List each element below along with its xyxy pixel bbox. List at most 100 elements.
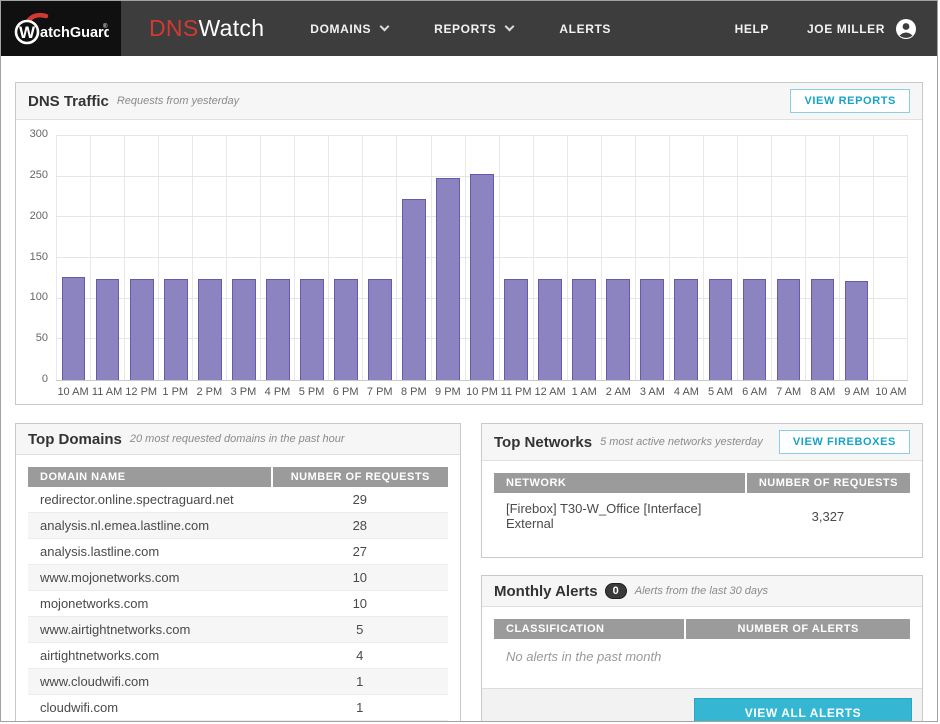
chart-bar[interactable] bbox=[96, 279, 120, 380]
chart-bar[interactable] bbox=[402, 199, 426, 380]
nav-item-domains[interactable]: DOMAINS bbox=[310, 22, 388, 36]
nav-item-alerts[interactable]: ALERTS bbox=[559, 22, 611, 36]
chart-bar[interactable] bbox=[164, 279, 188, 380]
y-axis-tick-label: 150 bbox=[30, 251, 48, 263]
watchguard-logo-icon: W atchGuard ® bbox=[13, 11, 109, 47]
y-axis-tick-label: 250 bbox=[30, 169, 48, 181]
top-domains-subtitle: 20 most requested domains in the past ho… bbox=[130, 433, 345, 445]
user-menu[interactable]: JOE MILLER bbox=[807, 18, 917, 40]
chart-slot bbox=[805, 136, 839, 380]
x-axis-tick-label: 6 PM bbox=[329, 386, 363, 398]
chart-slot bbox=[192, 136, 226, 380]
chart-bar[interactable] bbox=[777, 279, 801, 380]
help-link[interactable]: HELP bbox=[735, 22, 769, 36]
top-domains-panel: Top Domains 20 most requested domains in… bbox=[15, 423, 461, 722]
cell-label: www.airtightnetworks.com bbox=[28, 617, 272, 643]
chart-bar[interactable] bbox=[436, 178, 460, 380]
chart-bar[interactable] bbox=[504, 279, 528, 380]
chart-bar[interactable] bbox=[845, 281, 869, 380]
cell-value: 4 bbox=[272, 643, 448, 669]
x-axis-tick-label: 7 AM bbox=[772, 386, 806, 398]
column-header-number-of-alerts: NUMBER OF ALERTS bbox=[685, 619, 910, 639]
top-networks-table: NETWORK NUMBER OF REQUESTS [Firebox] T30… bbox=[494, 473, 910, 545]
nav-item-reports[interactable]: REPORTS bbox=[434, 22, 513, 36]
chart-slot bbox=[260, 136, 294, 380]
x-axis-tick-label: 1 AM bbox=[567, 386, 601, 398]
table-row: www.mojonetworks.com10 bbox=[28, 565, 448, 591]
cell-value: 10 bbox=[272, 591, 448, 617]
x-axis-tick-label: 12 AM bbox=[533, 386, 567, 398]
column-header-number-of-requests: NUMBER OF REQUESTS bbox=[272, 467, 448, 487]
chart-bar[interactable] bbox=[198, 279, 222, 380]
nav-menu: DOMAINS REPORTS ALERTS bbox=[310, 22, 611, 36]
table-row: redirector.online.spectraguard.net29 bbox=[28, 487, 448, 513]
chart-bar[interactable] bbox=[266, 279, 290, 380]
cell-label: mojonetworks.com bbox=[28, 591, 272, 617]
chart-slot bbox=[158, 136, 192, 380]
chart-bar[interactable] bbox=[743, 279, 767, 380]
view-all-alerts-button[interactable]: VIEW ALL ALERTS bbox=[694, 698, 912, 722]
x-axis-tick-label: 5 AM bbox=[703, 386, 737, 398]
chart-bar[interactable] bbox=[674, 279, 698, 380]
cell-value: 29 bbox=[272, 487, 448, 513]
cell-label: analysis.lastline.com bbox=[28, 539, 272, 565]
chart-bar[interactable] bbox=[470, 174, 494, 380]
chart-slot bbox=[396, 136, 430, 380]
chart-bar[interactable] bbox=[640, 279, 664, 380]
view-fireboxes-button[interactable]: VIEW FIREBOXES bbox=[779, 430, 910, 454]
chart-bar[interactable] bbox=[62, 277, 86, 380]
column-header-domain-name: DOMAIN NAME bbox=[28, 467, 272, 487]
chart-bar[interactable] bbox=[606, 279, 630, 380]
chart-slot bbox=[56, 136, 90, 380]
top-networks-panel: Top Networks 5 most active networks yest… bbox=[481, 423, 923, 558]
table-row: www.cloudwifi.com1 bbox=[28, 669, 448, 695]
cell-value: 27 bbox=[272, 539, 448, 565]
cell-label: www.cloudwifi.com bbox=[28, 669, 272, 695]
dns-traffic-title: DNS Traffic bbox=[28, 93, 109, 110]
nav-item-alerts-label: ALERTS bbox=[559, 22, 611, 36]
svg-text:atchGuard: atchGuard bbox=[40, 25, 109, 41]
chart-slot bbox=[499, 136, 533, 380]
cell-value: 1 bbox=[272, 669, 448, 695]
chart-bar[interactable] bbox=[300, 279, 324, 380]
cell-value: 3,327 bbox=[746, 493, 910, 545]
chart-bar[interactable] bbox=[572, 279, 596, 380]
chart-bar[interactable] bbox=[538, 279, 562, 380]
nav-right: HELP JOE MILLER bbox=[735, 18, 917, 40]
chart-bar[interactable] bbox=[334, 279, 358, 380]
top-domains-table: DOMAIN NAME NUMBER OF REQUESTS redirecto… bbox=[28, 467, 448, 721]
x-axis-tick-label: 3 AM bbox=[635, 386, 669, 398]
top-navbar: W atchGuard ® DNSWatch DOMAINS REPORTS A… bbox=[1, 1, 937, 56]
app-brand: DNSWatch bbox=[149, 15, 264, 42]
chart-bar[interactable] bbox=[811, 279, 835, 380]
y-axis-tick-label: 50 bbox=[36, 332, 48, 344]
chart-bar[interactable] bbox=[130, 279, 154, 380]
table-row: analysis.nl.emea.lastline.com28 bbox=[28, 513, 448, 539]
top-networks-title: Top Networks bbox=[494, 434, 592, 451]
monthly-alerts-header: Monthly Alerts 0 Alerts from the last 30… bbox=[482, 576, 922, 607]
chart-slot bbox=[703, 136, 737, 380]
table-row: mojonetworks.com10 bbox=[28, 591, 448, 617]
table-row: airtightnetworks.com4 bbox=[28, 643, 448, 669]
cell-value: 1 bbox=[272, 695, 448, 721]
dns-chart-slots bbox=[56, 136, 908, 380]
alerts-count-badge: 0 bbox=[605, 583, 627, 599]
cell-label: [Firebox] T30-W_Office [Interface] Exter… bbox=[494, 493, 746, 545]
chart-bar[interactable] bbox=[709, 279, 733, 380]
x-axis-tick-label: 7 PM bbox=[363, 386, 397, 398]
chart-bar[interactable] bbox=[368, 279, 392, 380]
top-domains-header: Top Domains 20 most requested domains in… bbox=[16, 424, 460, 455]
cell-label: www.mojonetworks.com bbox=[28, 565, 272, 591]
view-reports-button[interactable]: VIEW REPORTS bbox=[790, 89, 910, 113]
x-axis-tick-label: 11 AM bbox=[90, 386, 124, 398]
watchguard-logo[interactable]: W atchGuard ® bbox=[1, 1, 121, 56]
chart-slot bbox=[533, 136, 567, 380]
chart-slot bbox=[124, 136, 158, 380]
chart-slot bbox=[669, 136, 703, 380]
chart-slot bbox=[90, 136, 124, 380]
svg-text:W: W bbox=[19, 23, 36, 42]
brand-watch: Watch bbox=[198, 15, 264, 41]
x-axis-tick-label: 4 PM bbox=[260, 386, 294, 398]
x-axis-tick-label: 2 AM bbox=[601, 386, 635, 398]
chart-bar[interactable] bbox=[232, 279, 256, 380]
